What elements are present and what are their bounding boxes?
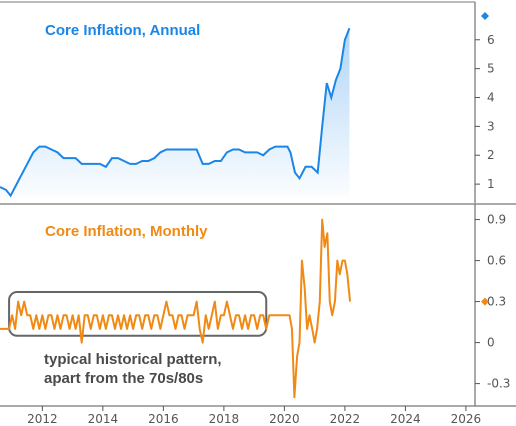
annual-y-ticks: 1 2 3 4 5 6: [475, 33, 495, 191]
monthly-last-value-marker: [481, 297, 489, 306]
annual-y-tick-label: 5: [487, 62, 495, 76]
x-tick-label: 2020: [269, 412, 300, 426]
annual-last-value-marker: [481, 12, 489, 20]
x-tick-label: 2012: [27, 412, 58, 426]
monthly-y-tick-label: 0.3: [487, 295, 506, 309]
historical-pattern-box: [8, 291, 268, 337]
x-axis-ticks: 2012 2014 2016 2018 2020 2022 2024 2026: [27, 406, 481, 426]
annual-y-tick-label: 3: [487, 119, 495, 133]
x-tick-label: 2014: [88, 412, 119, 426]
annual-panel-title: Core Inflation, Annual: [45, 22, 200, 39]
monthly-y-tick-label: 0: [487, 336, 495, 350]
annual-area-fill: [0, 28, 350, 196]
monthly-panel: -0.3 0 0.3 0.6 0.9 Core Inflation, Monthly t…: [0, 213, 510, 399]
annual-y-tick-label: 6: [487, 33, 495, 47]
annual-series-line: [0, 27, 351, 198]
x-tick-label: 2022: [330, 412, 361, 426]
x-tick-label: 2024: [390, 412, 421, 426]
monthly-y-tick-label: -0.3: [487, 377, 510, 391]
annotation-line-1: typical historical pattern,: [44, 351, 222, 368]
monthly-y-tick-label: 0.9: [487, 213, 506, 227]
annual-y-tick-label: 2: [487, 148, 495, 162]
monthly-y-tick-label: 0.6: [487, 254, 506, 268]
monthly-y-ticks: -0.3 0 0.3 0.6 0.9: [475, 213, 510, 391]
monthly-panel-title: Core Inflation, Monthly: [45, 223, 208, 240]
monthly-series-line: [0, 218, 352, 399]
annual-panel: 1 2 3 4 5 6 Core Inflation, Annual: [0, 12, 495, 198]
x-tick-label: 2018: [209, 412, 240, 426]
annotation-line-2: apart from the 70s/80s: [44, 370, 203, 387]
annual-y-tick-label: 1: [487, 177, 495, 191]
x-tick-label: 2026: [451, 412, 482, 426]
x-tick-label: 2016: [148, 412, 179, 426]
annual-y-tick-label: 4: [487, 91, 495, 105]
